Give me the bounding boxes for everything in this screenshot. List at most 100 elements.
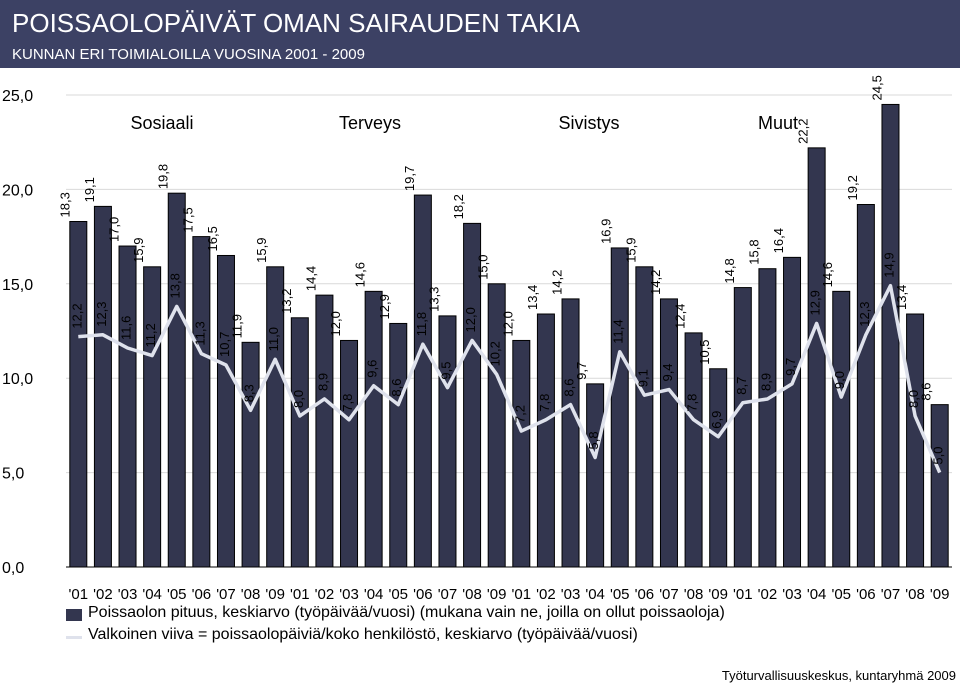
bar-value-label: 10,5 xyxy=(697,339,712,364)
x-tick-label: '02 xyxy=(536,586,556,600)
bar xyxy=(906,313,925,568)
bar-value-label: 9,7 xyxy=(574,362,589,380)
bar xyxy=(635,266,654,568)
bar-value-label: 16,5 xyxy=(205,226,220,251)
x-tick-label: '01 xyxy=(69,586,89,600)
bar-value-label: 24,5 xyxy=(869,75,884,100)
bar xyxy=(93,205,112,568)
bar xyxy=(290,317,309,568)
x-tick-label: '03 xyxy=(118,586,138,600)
legend-label-line: Valkoinen viiva = poissaolopäiviä/koko h… xyxy=(88,626,638,643)
bar xyxy=(364,290,383,568)
group-label: Sosiaali xyxy=(130,113,193,133)
bar xyxy=(118,245,137,568)
bar xyxy=(487,283,506,568)
x-tick-label: '06 xyxy=(192,586,212,600)
bar-value-label: 12,0 xyxy=(328,311,343,336)
bar-value-label: 19,1 xyxy=(82,177,97,202)
line-value-label: 7,2 xyxy=(512,405,527,423)
bar xyxy=(143,266,162,568)
line-value-label: 13,8 xyxy=(168,273,183,298)
line-value-label: 8,7 xyxy=(734,377,749,395)
bar-value-label: 16,4 xyxy=(771,228,786,253)
bar-value-label: 14,6 xyxy=(820,262,835,287)
bar xyxy=(69,220,88,568)
x-tick-label: '03 xyxy=(782,586,802,600)
bar xyxy=(881,103,900,568)
x-tick-label: '02 xyxy=(315,586,335,600)
line-value-label: 12,0 xyxy=(463,307,478,332)
line-value-label: 11,2 xyxy=(143,323,158,347)
group-label: Sivistys xyxy=(558,113,619,133)
bar-value-label: 14,2 xyxy=(550,270,565,295)
bar xyxy=(413,194,432,568)
x-tick-label: '07 xyxy=(216,586,236,600)
bar-value-label: 19,8 xyxy=(156,164,171,189)
line-value-label: 11,0 xyxy=(266,327,281,351)
line-value-label: 12,3 xyxy=(94,301,109,326)
x-tick-label: '05 xyxy=(831,586,851,600)
line-value-label: 8,9 xyxy=(315,373,330,391)
bar xyxy=(438,315,457,568)
x-tick-label: '09 xyxy=(930,586,950,600)
line-value-label: 11,4 xyxy=(611,319,626,343)
x-tick-label: '08 xyxy=(905,586,925,600)
x-tick-label: '08 xyxy=(241,586,261,600)
line-value-label: 8,0 xyxy=(291,390,306,408)
bar-value-label: 19,2 xyxy=(845,175,860,200)
bar xyxy=(684,332,703,568)
line-value-label: 12,3 xyxy=(857,301,872,326)
bar xyxy=(586,383,605,568)
bar xyxy=(241,341,260,568)
x-tick-label: '04 xyxy=(585,586,605,600)
line-value-label: 11,6 xyxy=(119,316,134,340)
y-tick-label: 15,0 xyxy=(2,277,33,294)
header-banner: POISSAOLOPÄIVÄT OMAN SAIRAUDEN TAKIA KUN… xyxy=(0,0,960,68)
line-value-label: 8,3 xyxy=(242,384,257,402)
bar-value-label: 15,9 xyxy=(131,237,146,262)
x-tick-label: '03 xyxy=(339,586,359,600)
line-value-label: 9,0 xyxy=(832,371,847,389)
line-value-label: 7,8 xyxy=(537,394,552,412)
line-value-label: 5,8 xyxy=(586,431,601,449)
bar xyxy=(807,147,826,568)
line-value-label: 8,0 xyxy=(906,390,921,408)
x-tick-label: '09 xyxy=(708,586,728,600)
bar xyxy=(216,254,235,568)
x-tick-label: '07 xyxy=(438,586,458,600)
bar xyxy=(389,322,408,568)
bar xyxy=(315,294,334,568)
y-tick-label: 25,0 xyxy=(2,88,33,105)
bar xyxy=(536,313,555,568)
bar xyxy=(832,290,851,568)
bar xyxy=(709,368,728,568)
x-tick-label: '02 xyxy=(758,586,778,600)
bar-value-label: 16,9 xyxy=(599,219,614,244)
bar-value-label: 12,0 xyxy=(500,311,515,336)
line-value-label: 9,1 xyxy=(635,369,650,387)
x-tick-label: '06 xyxy=(413,586,433,600)
bar xyxy=(733,287,752,568)
x-tick-label: '04 xyxy=(807,586,827,600)
series-line xyxy=(78,283,942,474)
x-tick-label: '07 xyxy=(659,586,679,600)
x-tick-label: '01 xyxy=(290,586,310,600)
y-tick-label: 0,0 xyxy=(2,560,24,577)
bar-value-label: 13,2 xyxy=(279,288,294,313)
x-tick-label: '09 xyxy=(487,586,507,600)
bar-value-label: 12,4 xyxy=(673,304,688,329)
bar xyxy=(758,268,777,568)
bar-value-label: 15,9 xyxy=(623,237,638,262)
line-value-label: 11,8 xyxy=(414,312,429,336)
x-tick-label: '09 xyxy=(265,586,285,600)
line-value-label: 11,3 xyxy=(192,321,207,345)
x-tick-label: '04 xyxy=(364,586,384,600)
bar-value-label: 15,0 xyxy=(476,254,491,279)
bar xyxy=(659,298,678,568)
x-tick-label: '01 xyxy=(733,586,753,600)
x-tick-label: '06 xyxy=(635,586,655,600)
line-value-label: 9,5 xyxy=(438,362,453,380)
bar-line-chart: 0,0 5,0 10,0 15,0 20,0 25,0 18,3 19,1 17,0 15,9 19… xyxy=(2,75,952,600)
x-tick-label: '05 xyxy=(388,586,408,600)
line-value-label: 12,9 xyxy=(808,290,823,315)
